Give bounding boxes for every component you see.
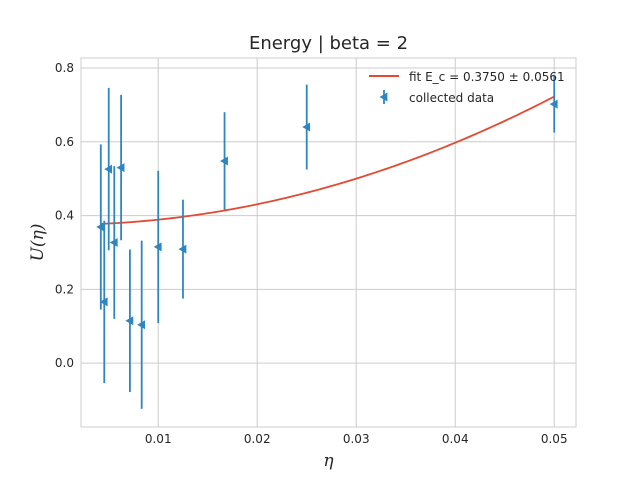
- y-axis-label: U(η): [28, 224, 48, 262]
- legend-data-label: collected data: [409, 91, 494, 105]
- plot-area: [81, 58, 576, 427]
- y-tick-label: 0.6: [55, 135, 74, 149]
- x-axis-ticks: 0.01 0.02 0.03 0.04 0.05: [145, 432, 568, 446]
- grid: [81, 58, 576, 427]
- data-point: [104, 164, 113, 174]
- x-tick-label: 0.05: [541, 432, 568, 446]
- data-point: [125, 316, 134, 326]
- chart-title: Energy | beta = 2: [249, 33, 408, 54]
- axes-frame: [80, 57, 577, 428]
- data-point: [96, 222, 105, 232]
- fit-line: [100, 95, 555, 225]
- legend-fit-label: fit E_c = 0.3750 ± 0.0561: [409, 70, 565, 84]
- x-tick-label: 0.02: [244, 432, 271, 446]
- x-axis-label: η: [323, 451, 334, 471]
- data-point: [116, 163, 125, 173]
- data-point: [549, 99, 558, 109]
- data-point: [220, 156, 228, 166]
- data-point: [178, 244, 187, 254]
- data-point: [99, 297, 108, 307]
- plot-marks: [96, 75, 558, 409]
- y-tick-label: 0.2: [55, 282, 74, 296]
- y-tick-label: 0.0: [55, 356, 74, 370]
- x-tick-label: 0.04: [442, 432, 469, 446]
- y-tick-label: 0.8: [55, 61, 74, 75]
- data-point: [109, 238, 118, 247]
- data-point: [153, 242, 162, 252]
- y-axis-ticks: 0.0 0.2 0.4 0.6 0.8: [55, 61, 74, 370]
- legend-marker: [379, 92, 388, 102]
- data-point: [137, 320, 146, 330]
- x-tick-label: 0.03: [343, 432, 370, 446]
- x-tick-label: 0.01: [145, 432, 172, 446]
- legend-data-swatch: [379, 90, 388, 104]
- legend: fit E_c = 0.3750 ± 0.0561 collected data: [369, 70, 565, 105]
- y-tick-label: 0.4: [55, 209, 74, 223]
- data-point: [302, 122, 311, 132]
